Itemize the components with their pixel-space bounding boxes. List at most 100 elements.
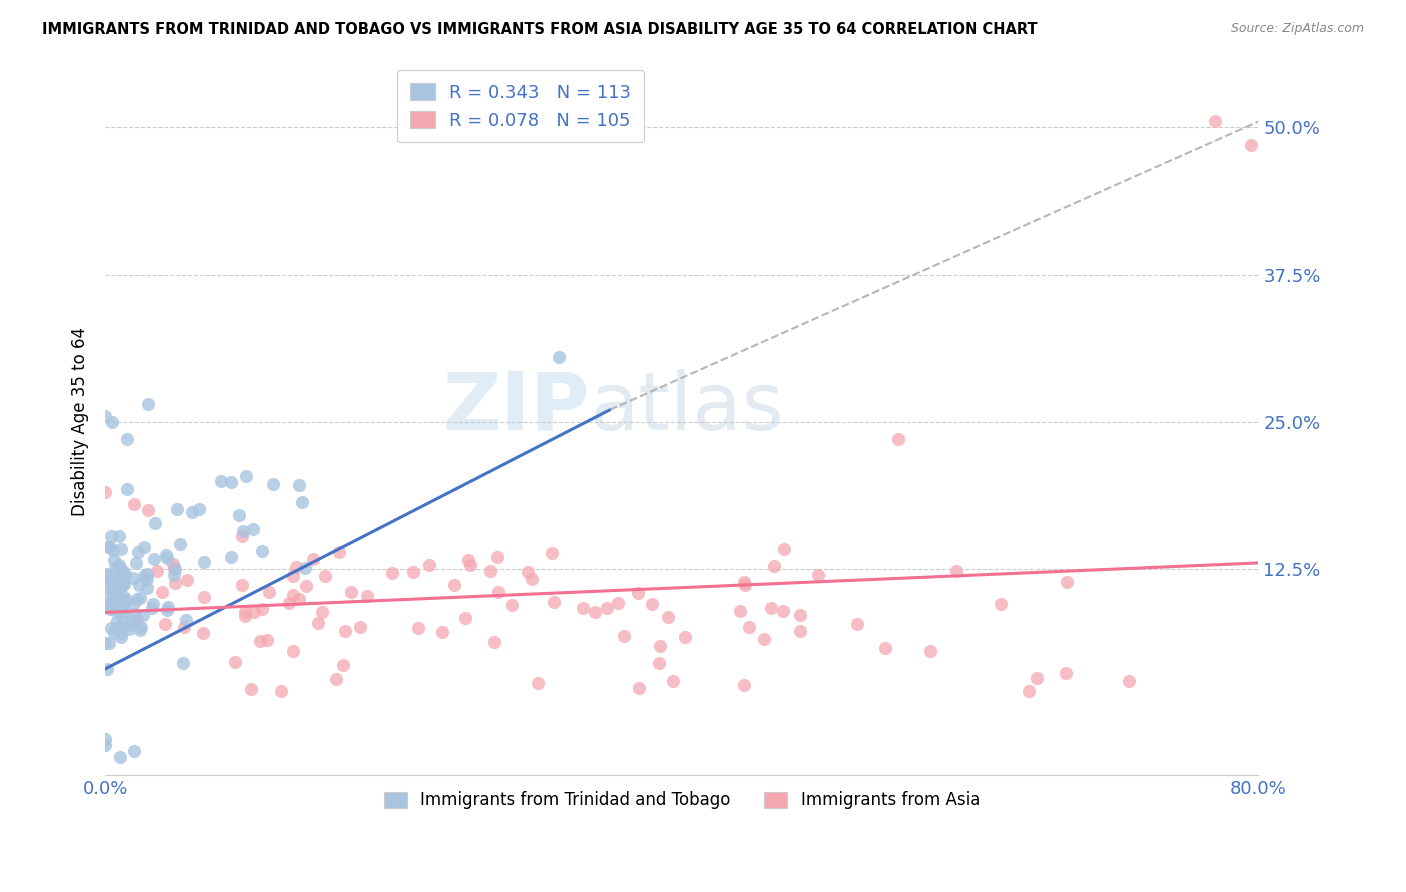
Point bbox=[112, 591, 135, 606]
Point bbox=[249, 634, 271, 648]
Point bbox=[108, 574, 131, 589]
Point bbox=[111, 604, 134, 618]
Point bbox=[105, 597, 128, 611]
Point bbox=[101, 595, 124, 609]
Point bbox=[548, 350, 571, 364]
Point bbox=[191, 625, 214, 640]
Point bbox=[478, 564, 501, 578]
Point bbox=[153, 617, 176, 632]
Point bbox=[1240, 138, 1263, 153]
Point bbox=[107, 601, 129, 615]
Point bbox=[408, 621, 430, 635]
Point bbox=[96, 566, 118, 581]
Point bbox=[111, 611, 134, 625]
Point bbox=[129, 620, 152, 634]
Point bbox=[228, 508, 250, 522]
Point bbox=[1026, 671, 1049, 685]
Point bbox=[142, 597, 165, 611]
Point bbox=[104, 623, 127, 637]
Point bbox=[541, 546, 564, 560]
Point bbox=[105, 584, 128, 599]
Point bbox=[108, 578, 131, 592]
Point bbox=[162, 568, 184, 582]
Point bbox=[110, 563, 132, 577]
Point bbox=[454, 611, 477, 625]
Point bbox=[112, 589, 135, 603]
Point bbox=[486, 585, 509, 599]
Point bbox=[733, 575, 755, 590]
Point bbox=[381, 566, 404, 580]
Text: Source: ZipAtlas.com: Source: ZipAtlas.com bbox=[1230, 22, 1364, 36]
Point bbox=[108, 750, 131, 764]
Point bbox=[169, 537, 191, 551]
Point bbox=[108, 558, 131, 573]
Point bbox=[103, 552, 125, 566]
Point bbox=[295, 579, 318, 593]
Point bbox=[114, 567, 136, 582]
Point bbox=[108, 529, 131, 543]
Point bbox=[486, 549, 509, 564]
Point bbox=[136, 566, 159, 581]
Point bbox=[124, 607, 146, 621]
Point bbox=[242, 605, 264, 619]
Point bbox=[219, 549, 242, 564]
Point bbox=[94, 568, 117, 582]
Point bbox=[875, 640, 897, 655]
Point bbox=[193, 555, 215, 569]
Point bbox=[221, 475, 243, 489]
Point bbox=[283, 644, 305, 658]
Point bbox=[125, 556, 148, 570]
Point bbox=[730, 604, 752, 618]
Point bbox=[132, 569, 155, 583]
Point bbox=[807, 568, 830, 582]
Point bbox=[314, 569, 336, 583]
Point bbox=[339, 584, 361, 599]
Point bbox=[118, 618, 141, 632]
Point bbox=[1204, 114, 1226, 128]
Point bbox=[627, 586, 650, 600]
Point bbox=[100, 602, 122, 616]
Point bbox=[233, 609, 256, 624]
Point bbox=[458, 558, 481, 572]
Point bbox=[97, 541, 120, 555]
Point bbox=[233, 605, 256, 619]
Point bbox=[789, 608, 811, 623]
Point bbox=[155, 548, 177, 562]
Point bbox=[242, 522, 264, 536]
Point bbox=[96, 591, 118, 606]
Point bbox=[287, 478, 309, 492]
Point bbox=[516, 565, 538, 579]
Point bbox=[356, 589, 378, 603]
Point bbox=[283, 568, 305, 582]
Point bbox=[110, 630, 132, 644]
Point bbox=[759, 601, 782, 615]
Point bbox=[98, 540, 121, 554]
Point bbox=[94, 485, 117, 500]
Point bbox=[162, 561, 184, 575]
Point bbox=[349, 620, 371, 634]
Point bbox=[846, 617, 869, 632]
Point bbox=[120, 616, 142, 631]
Point bbox=[281, 588, 304, 602]
Point bbox=[332, 658, 354, 673]
Point bbox=[657, 609, 679, 624]
Point bbox=[520, 572, 543, 586]
Point bbox=[162, 557, 184, 571]
Point bbox=[122, 571, 145, 585]
Point bbox=[231, 529, 253, 543]
Point bbox=[772, 604, 794, 618]
Point bbox=[103, 625, 125, 640]
Point bbox=[105, 571, 128, 585]
Point bbox=[104, 603, 127, 617]
Point bbox=[104, 561, 127, 575]
Point bbox=[627, 681, 650, 695]
Point bbox=[100, 529, 122, 543]
Point bbox=[583, 605, 606, 619]
Point bbox=[103, 585, 125, 599]
Point bbox=[173, 619, 195, 633]
Point bbox=[231, 578, 253, 592]
Point bbox=[97, 599, 120, 613]
Point bbox=[134, 541, 156, 555]
Point bbox=[328, 545, 350, 559]
Point bbox=[887, 433, 910, 447]
